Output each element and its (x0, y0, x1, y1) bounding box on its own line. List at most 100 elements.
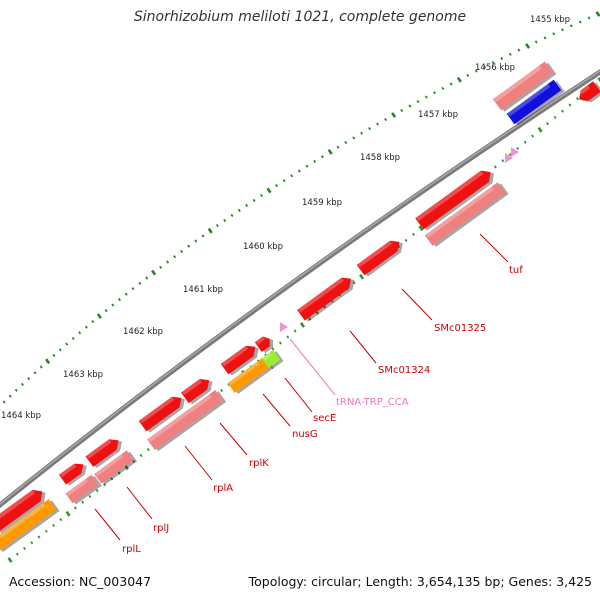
tick-dot (215, 224, 219, 228)
tick-dot (84, 325, 88, 329)
tick-dot (252, 198, 256, 202)
cds-block-rpla (138, 396, 185, 433)
tick-dot (117, 471, 121, 475)
tick-dot (474, 69, 478, 73)
cds-block-tuf-rev (424, 182, 509, 247)
tick-dot (166, 260, 170, 264)
accession-text: Accession: NC_003047 (9, 574, 152, 589)
leader-line (284, 377, 313, 413)
tick-dot (71, 336, 75, 340)
tick-dot (293, 329, 297, 333)
trna-marker-trp (280, 322, 288, 332)
tick-dot (368, 127, 372, 131)
tick-dot (534, 40, 538, 44)
cds-block-tuf (415, 170, 494, 231)
tick-dot (104, 309, 108, 313)
gene-label: rplJ (153, 523, 169, 534)
tick-dot (223, 218, 227, 223)
tick-dot (553, 115, 557, 119)
tick-dot (569, 24, 573, 28)
tick-dot (52, 353, 56, 358)
gene-label: tRNA-TRP_CCA (336, 397, 409, 408)
genome-backbone (0, 69, 600, 509)
cds-block (254, 336, 274, 354)
tick-dot (491, 61, 495, 65)
tick-dot (391, 112, 397, 118)
tick-dot (543, 36, 547, 40)
cds-block-smc01325 (356, 240, 403, 277)
tick-dot (65, 510, 71, 517)
tick-dot (91, 320, 95, 324)
tick-dot (23, 546, 26, 551)
tick-label: 1458 kbp (360, 153, 400, 163)
rrna-block (227, 357, 274, 395)
tick-dot (352, 281, 356, 285)
tick-dot (14, 388, 18, 392)
cds-block (576, 81, 600, 103)
tick-dot (561, 28, 564, 32)
tick-dot (139, 453, 143, 458)
tick-dot (146, 448, 150, 452)
gene-label: rplL (122, 544, 141, 555)
leader-line (184, 445, 213, 481)
tick-dot (52, 523, 56, 527)
tick-dot (376, 122, 380, 126)
cds-block-smc01324 (297, 277, 355, 322)
tick-dot (578, 20, 582, 24)
tick-dot (456, 76, 462, 83)
tick-dot (299, 322, 306, 328)
tick-dot (587, 16, 591, 20)
tick-dot (286, 335, 290, 339)
tick-dot (546, 122, 550, 126)
leader-line (262, 393, 291, 427)
tick-dot (271, 347, 275, 351)
gene-label: rplA (213, 483, 233, 494)
tick-dot (400, 108, 404, 113)
tick-dot (449, 82, 453, 86)
tick-dot (124, 292, 128, 296)
tick-dot (21, 382, 24, 386)
leader-line (94, 508, 121, 541)
tick-dot (517, 48, 521, 52)
tick-dot (315, 311, 319, 315)
leader-line (401, 288, 433, 321)
leader-line (479, 233, 509, 263)
cds-block (58, 463, 87, 486)
leader-line (349, 330, 377, 364)
tick-dot (278, 341, 282, 345)
tick-dot (359, 273, 365, 280)
cds-block-rplj (85, 439, 122, 469)
tick-dot (290, 174, 294, 178)
tick-dot (597, 77, 600, 83)
tick-dot (207, 227, 213, 234)
tick-dot (441, 86, 445, 90)
tick-dot (416, 100, 420, 104)
tick-dot (33, 371, 37, 375)
tick-dot (39, 365, 43, 369)
tick-label: 1460 kbp (243, 242, 283, 252)
tick-dot (230, 213, 234, 217)
tick-label: 1462 kbp (123, 327, 163, 337)
tick-dot (151, 269, 157, 276)
gene-label: secE (313, 413, 336, 424)
tick-dot (7, 557, 13, 563)
green-block-sece (261, 350, 284, 370)
tick-dot (138, 281, 142, 285)
gene-label: rplK (249, 458, 269, 469)
tick-dot (110, 477, 114, 481)
tick-dot (561, 109, 564, 113)
tick-dot (320, 155, 324, 159)
tick-dot (0, 405, 1, 411)
tick-dot (412, 232, 415, 236)
tick-dot (576, 97, 579, 101)
tick-dot (111, 303, 115, 307)
tick-dot (30, 541, 34, 545)
tick-dot (88, 494, 92, 498)
trna-marker (511, 147, 519, 157)
tick-dot (73, 506, 77, 510)
tick-dot (501, 159, 505, 163)
tick-dot (483, 65, 487, 69)
tick-dot (173, 255, 177, 259)
tick-dot (95, 489, 99, 493)
